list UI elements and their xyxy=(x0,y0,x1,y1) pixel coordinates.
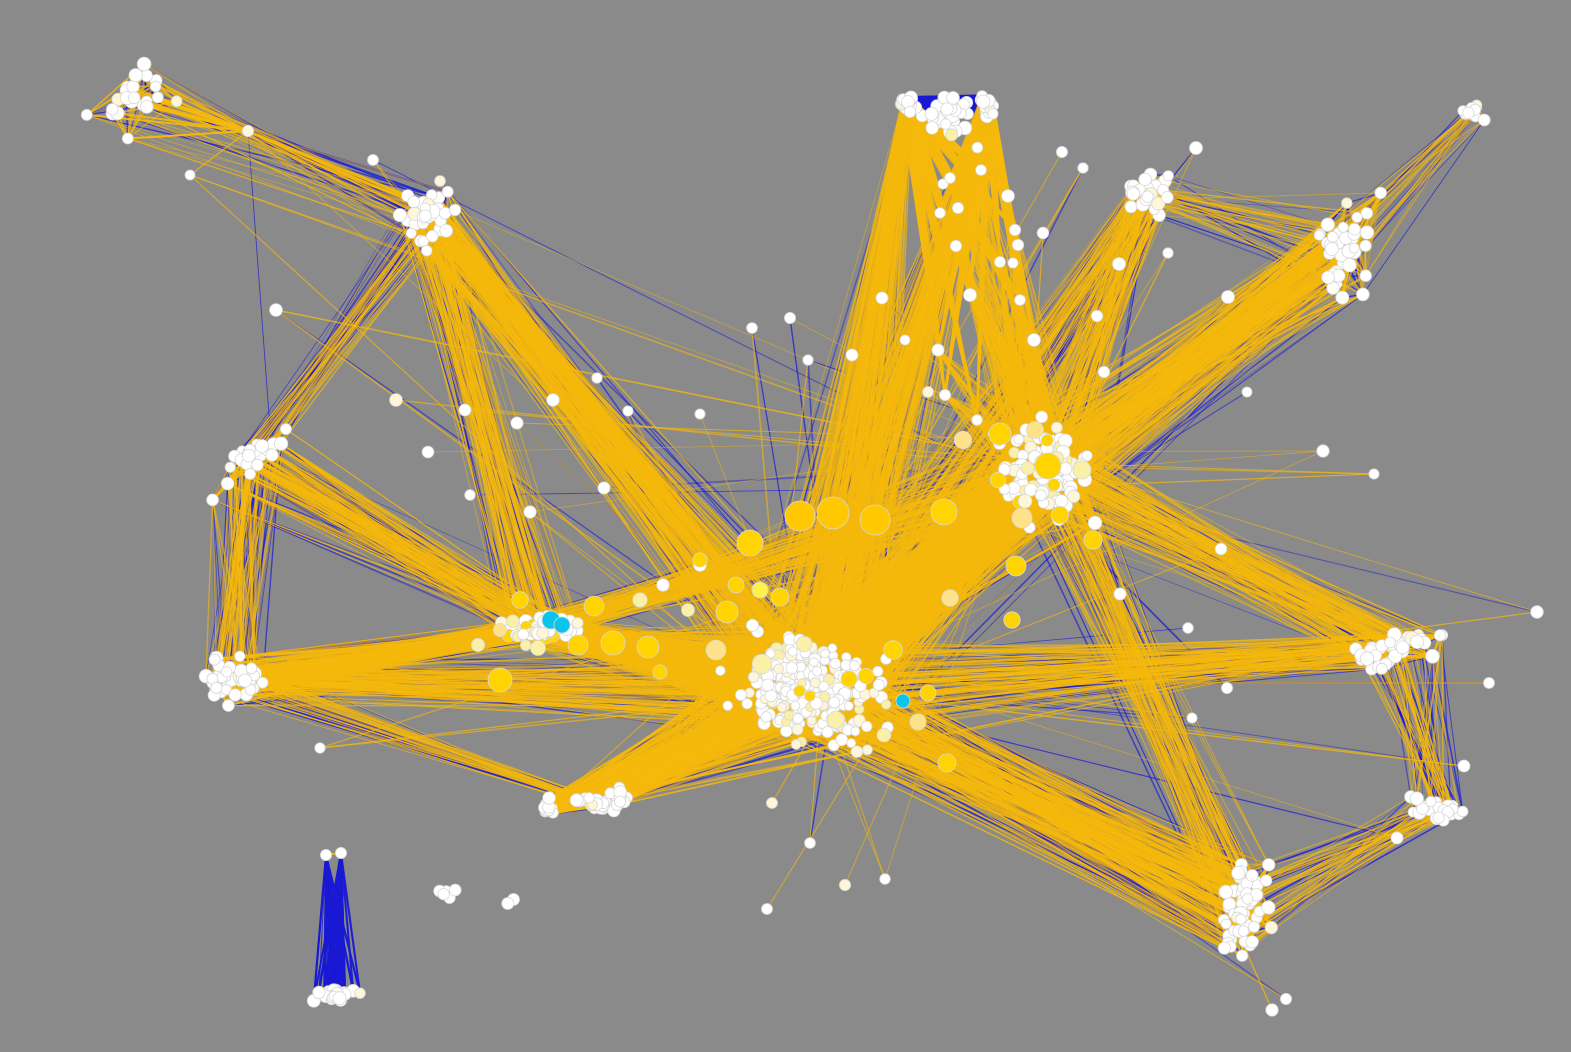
graph-svg-surface[interactable] xyxy=(0,0,1571,1052)
network-graph-canvas[interactable] xyxy=(0,0,1571,1052)
